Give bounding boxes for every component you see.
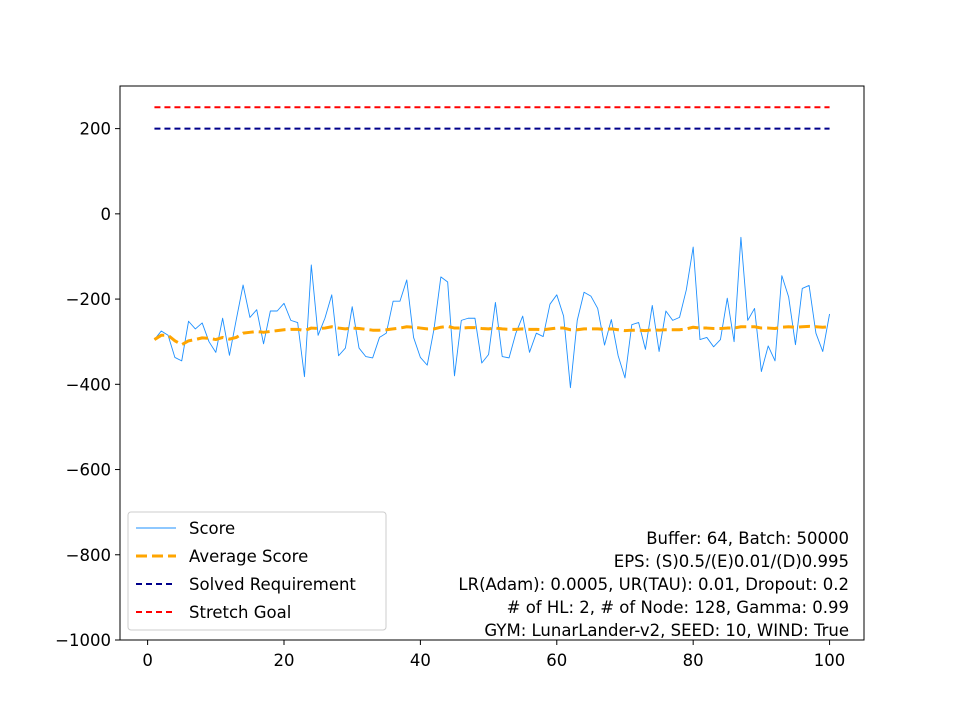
y-tick-label: −1000	[55, 631, 111, 650]
axes-frame	[119, 85, 865, 641]
annotation-line: Buffer: 64, Batch: 50000	[646, 529, 849, 548]
y-tick-label: −600	[66, 461, 111, 480]
legend: Score Average Score Solved Requirement Stre…	[127, 511, 387, 631]
legend-box	[127, 511, 387, 631]
series-line-score	[154, 236, 831, 389]
x-tick-label: 60	[546, 651, 567, 670]
y-tick-label: −800	[66, 546, 111, 565]
y-tick-label: 200	[80, 120, 112, 139]
x-tick-label: 100	[814, 651, 846, 670]
legend-label: Average Score	[189, 547, 308, 566]
annotation-line: # of HL: 2, # of Node: 128, Gamma: 0.99	[507, 598, 849, 617]
hyperparameter-annotation: Buffer: 64, Batch: 50000 EPS: (S)0.5/(E)0…	[458, 529, 849, 640]
series-line-average-score	[153, 324, 830, 347]
annotation-line: GYM: LunarLander-v2, SEED: 10, WIND: Tru…	[484, 621, 849, 640]
legend-label: Solved Requirement	[189, 575, 356, 594]
plot-area	[153, 106, 831, 389]
x-tick-label: 40	[410, 651, 431, 670]
axes: 0 20 40 60 80 100 −1000 −800 −600 −400 −200 0 200	[55, 85, 865, 670]
x-tick-label: 80	[683, 651, 704, 670]
annotation-line: EPS: (S)0.5/(E)0.01/(D)0.995	[614, 552, 849, 571]
legend-label: Stretch Goal	[189, 603, 291, 622]
x-tick-label: 0	[142, 651, 153, 670]
annotation-line: LR(Adam): 0.0005, UR(TAU): 0.01, Dropout…	[458, 575, 849, 594]
x-tick-label: 20	[274, 651, 295, 670]
y-tick-label: −400	[66, 375, 111, 394]
legend-label: Score	[189, 519, 235, 538]
y-tick-label: −200	[66, 290, 111, 309]
y-tick-label: 0	[101, 205, 112, 224]
